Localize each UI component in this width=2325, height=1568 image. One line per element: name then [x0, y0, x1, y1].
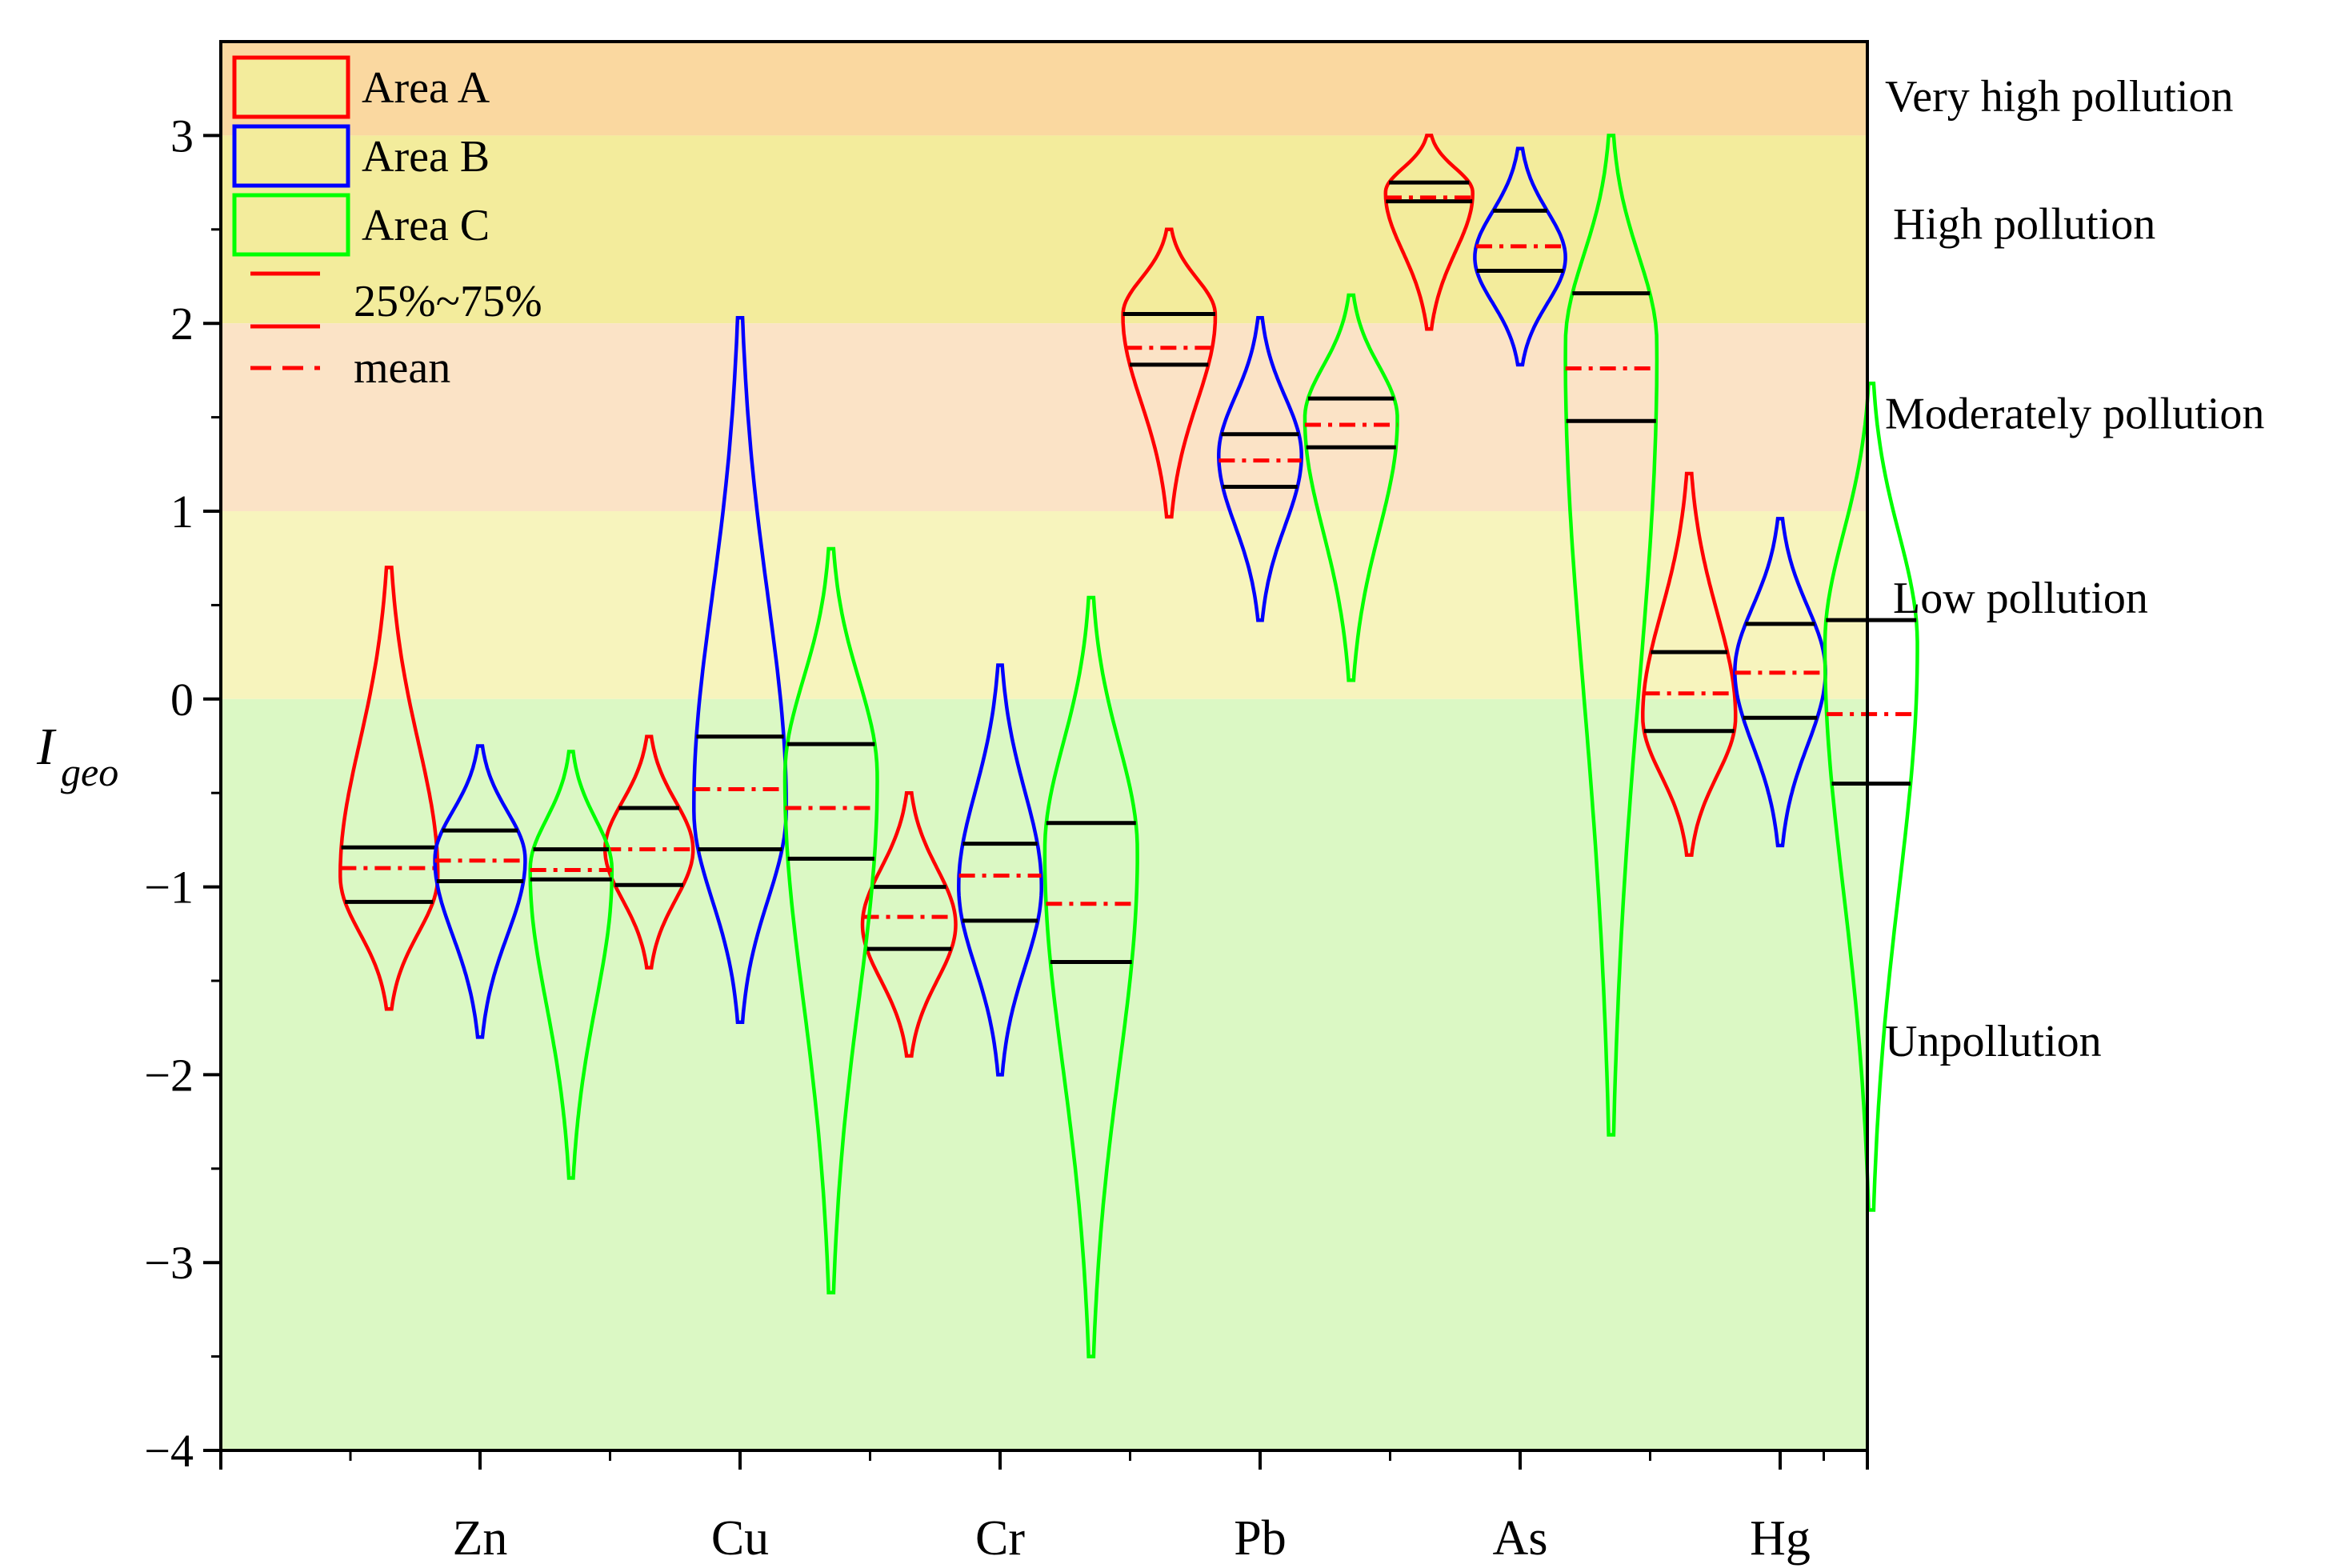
zone-band-3: [221, 511, 1867, 699]
y-tick-label: 2: [170, 298, 194, 350]
legend-label-mean: mean: [354, 343, 450, 393]
legend-label-area-b: Area B: [362, 132, 490, 182]
legend-label-quartile: 25%~75%: [354, 277, 542, 326]
y-axis-ticks: −4 −3 −2 −1 0 1 2 3: [144, 110, 221, 1477]
y-tick-label: 3: [170, 110, 194, 162]
violin-area-b-as: [1473, 146, 1567, 367]
series-area-b: [433, 146, 1827, 1077]
y-tick-label: −4: [144, 1425, 194, 1477]
violin-area-c-cu: [782, 546, 879, 1295]
y-tick-label: 1: [170, 486, 194, 538]
x-category-label-as: As: [1493, 1511, 1548, 1566]
violin-plots: [338, 134, 1919, 1358]
violin-area-a-cr: [860, 790, 958, 1058]
y-axis-label-main: I: [36, 718, 57, 776]
violin-area-b-cu: [692, 315, 788, 1024]
violin-area-a-cu: [603, 734, 695, 970]
violin-area-a-hg: [1641, 471, 1738, 857]
legend-label-area-a: Area A: [362, 63, 490, 113]
zone-label-3: Low pollution: [1893, 574, 2148, 623]
y-axis-label: I geo: [36, 718, 118, 794]
zone-label-1: High pollution: [1893, 200, 2155, 250]
zone-label-2: Moderately pollution: [1885, 390, 2264, 439]
x-category-label-hg: Hg: [1750, 1511, 1811, 1566]
violin-area-a-zn: [338, 566, 440, 1011]
zone-band-2: [221, 323, 1867, 511]
pollution-zones: [221, 42, 1867, 1450]
y-tick-label: −2: [144, 1049, 194, 1101]
violin-area-b-hg: [1733, 517, 1827, 848]
series-area-a: [338, 134, 1738, 1058]
axes: [219, 40, 1869, 1452]
violin-area-c-as: [1563, 134, 1659, 1137]
zone-band-0: [221, 42, 1867, 136]
legend-swatch-area-b: [232, 124, 350, 188]
x-category-label-cr: Cr: [975, 1511, 1025, 1566]
legend-label-area-c: Area C: [362, 201, 490, 250]
violin-area-c-cr: [1042, 595, 1139, 1358]
legend-swatch-area-a: [232, 55, 350, 119]
y-axis-label-subscript: geo: [61, 750, 118, 794]
y-tick-label: 0: [170, 674, 194, 726]
zone-label-4: Unpollution: [1885, 1017, 2102, 1066]
x-axis-ticks: Zn Cu Cr Pb As Hg: [219, 1450, 1869, 1566]
legend-swatch-area-c: [232, 193, 350, 257]
plot-frame: [219, 40, 1869, 1452]
y-tick-label: −1: [144, 862, 194, 914]
zone-band-4: [221, 698, 1867, 1450]
violin-area-a-pb: [1121, 227, 1218, 519]
x-category-label-cu: Cu: [711, 1511, 769, 1566]
zone-label-0: Very high pollution: [1885, 72, 2234, 122]
violin-area-b-zn: [433, 744, 527, 1039]
violin-area-c-zn: [528, 750, 614, 1180]
violin-area-c-pb: [1303, 293, 1399, 682]
zone-labels: Very high pollution High pollution Moderat…: [1885, 72, 2264, 1066]
violin-area-b-cr: [957, 663, 1043, 1077]
x-category-label-zn: Zn: [453, 1511, 508, 1566]
x-category-label-pb: Pb: [1234, 1511, 1286, 1566]
violin-area-b-pb: [1217, 315, 1303, 622]
y-tick-label: −3: [144, 1237, 194, 1289]
legend: Area A Area B Area C 25%~75% mean: [232, 55, 542, 393]
